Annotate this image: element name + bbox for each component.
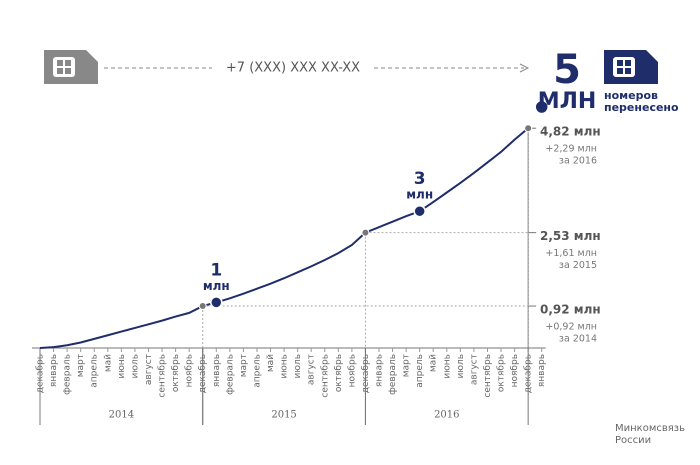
- month-label: апрель: [90, 354, 100, 388]
- month-label: август: [307, 354, 317, 385]
- callout-dot: [198, 302, 207, 311]
- callout-dot: [361, 228, 370, 237]
- month-label: октябрь: [334, 354, 344, 392]
- month-label: январь: [49, 354, 59, 387]
- month-label: август: [469, 354, 479, 385]
- caption: перенесено: [604, 101, 679, 114]
- callout-label: 2,53 млн: [540, 229, 601, 243]
- month-label: ноябрь: [347, 354, 357, 387]
- milestone-unit: МЛН: [538, 89, 597, 114]
- month-label: апрель: [415, 354, 425, 388]
- month-label: июнь: [117, 354, 127, 379]
- callout-delta: +2,29 млн: [545, 144, 597, 155]
- month-label: май: [429, 354, 439, 372]
- month-label: февраль: [388, 354, 398, 395]
- month-label: ноябрь: [510, 354, 520, 387]
- footer: Минкомсвязь: [615, 423, 685, 434]
- sim-icon-gray: [44, 50, 98, 84]
- milestone-dot: [210, 296, 223, 309]
- milestone-unit: млн: [406, 188, 433, 202]
- month-label: февраль: [63, 354, 73, 395]
- footer: России: [615, 435, 651, 446]
- milestone-label: 3: [414, 169, 426, 189]
- milestone-unit: млн: [203, 279, 230, 293]
- phone: +7 (XXX) XXX XX-XX: [226, 61, 360, 76]
- month-label: май: [103, 354, 113, 372]
- callout-delta: +1,61 млн: [545, 248, 597, 259]
- month-label: июнь: [442, 354, 452, 379]
- callout-dot: [524, 124, 533, 133]
- month-label: январь: [375, 354, 385, 387]
- month-label: июль: [130, 354, 140, 378]
- callout-delta: +0,92 млн: [545, 322, 597, 333]
- month-label: февраль: [225, 354, 235, 395]
- year-label: 2016: [434, 410, 459, 421]
- milestone-label: 5: [553, 47, 581, 93]
- callout-label: 0,92 млн: [540, 303, 601, 317]
- callout-period: за 2016: [559, 156, 597, 167]
- caption: номеров: [604, 89, 658, 102]
- series-line: [39, 127, 529, 349]
- month-label: июнь: [280, 354, 290, 379]
- month-label: октябрь: [497, 354, 507, 392]
- callout-label: 4,82 млн: [540, 125, 601, 139]
- milestone-dot: [534, 99, 549, 115]
- month-label: март: [402, 354, 412, 377]
- month-label: май: [266, 354, 276, 372]
- month-label: сентябрь: [158, 354, 168, 398]
- month-label: март: [76, 354, 86, 377]
- month-label: октябрь: [171, 354, 181, 392]
- month-label: январь: [212, 354, 222, 387]
- callout-period: за 2015: [559, 260, 597, 271]
- callout-period: за 2014: [559, 334, 597, 345]
- month-label: январь: [537, 354, 547, 387]
- arrow-head: [519, 63, 530, 73]
- milestone-label: 1: [210, 260, 222, 280]
- month-label: август: [144, 354, 154, 385]
- month-label: июль: [456, 354, 466, 378]
- milestone-dot: [413, 204, 426, 218]
- month-label: ноябрь: [185, 354, 195, 387]
- month-label: март: [239, 354, 249, 377]
- month-label: сентябрь: [483, 354, 493, 398]
- month-label: июль: [293, 354, 303, 378]
- month-label: апрель: [252, 354, 262, 388]
- year-label: 2014: [109, 410, 134, 421]
- sim-icon-blue: [604, 50, 658, 84]
- month-label: сентябрь: [320, 354, 330, 398]
- year-label: 2015: [271, 410, 296, 421]
